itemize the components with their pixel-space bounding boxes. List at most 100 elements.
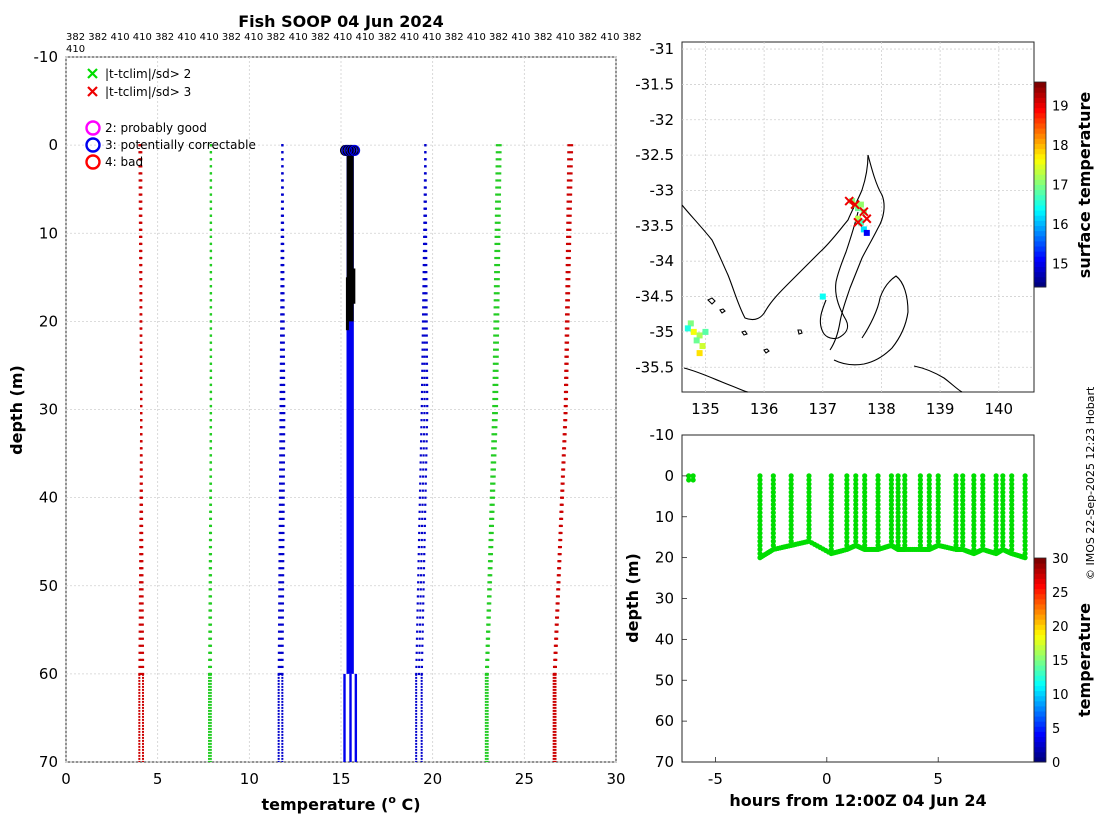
td-point xyxy=(971,485,977,491)
clim-plus-3sd-mark xyxy=(567,313,570,316)
td-point xyxy=(888,514,895,520)
clim-minus-2sd-mark xyxy=(209,383,213,387)
td-point xyxy=(806,505,812,512)
clim-minus-2sd-mark xyxy=(209,524,212,528)
clim-minus-1sd-mark xyxy=(279,433,282,436)
td-point xyxy=(875,505,881,512)
clim-plus-3sd-mark xyxy=(568,271,571,274)
clim-minus-2sd-mark xyxy=(209,489,212,492)
td-ytick: 40 xyxy=(655,630,674,648)
clim-minus-1sd-mark xyxy=(278,496,282,499)
clim-plus-3sd-mark xyxy=(567,306,570,309)
clim-plus-1sd-mark xyxy=(421,369,424,372)
clim-plus-2sd-mark xyxy=(497,285,500,288)
clim-plus-1sd-mark xyxy=(426,397,429,401)
clim-plus-2sd-mark xyxy=(492,397,495,401)
td-point xyxy=(757,497,763,503)
clim-plus-1sd-mark xyxy=(425,299,428,302)
td-point xyxy=(993,477,999,483)
td-point xyxy=(1009,477,1015,483)
clim-plus-3sd-mark xyxy=(567,165,570,168)
td-point xyxy=(828,518,834,524)
td-point xyxy=(853,477,859,483)
clim-minus-2sd-mark xyxy=(209,214,213,217)
td-point xyxy=(960,501,966,508)
map-cbar-segment xyxy=(1034,107,1046,114)
td-point xyxy=(844,530,850,536)
clim-minus-1sd-mark xyxy=(281,419,284,422)
clim-minus-3sd-mark xyxy=(140,545,143,549)
td-point xyxy=(902,497,908,503)
clim-plus-2sd-mark xyxy=(486,602,489,605)
clim-plus-3sd-mark xyxy=(564,397,567,401)
map-xtick: 139 xyxy=(926,400,955,418)
clim-plus-1sd-mark xyxy=(417,545,421,549)
clim-minus-2sd-mark xyxy=(209,482,212,485)
td-point xyxy=(844,514,850,520)
map-cbar-segment xyxy=(1034,246,1046,252)
clim-plus-2sd-mark xyxy=(486,651,489,654)
clim-minus-2sd-mark xyxy=(209,531,212,535)
clim-plus-2sd-mark xyxy=(493,292,496,295)
clim-minus-1sd-mark xyxy=(281,179,284,182)
clim-plus-2sd-mark xyxy=(494,397,497,401)
map-ytick: -35.5 xyxy=(635,358,674,376)
td-point xyxy=(980,542,986,548)
td-data xyxy=(686,473,1028,561)
clim-minus-1sd-mark xyxy=(279,341,283,344)
clim-plus-2sd-mark xyxy=(489,602,492,605)
clim-plus-2sd-mark xyxy=(492,376,495,379)
td-point xyxy=(788,493,794,499)
map-cbar-segment xyxy=(1034,266,1046,273)
clim-plus-3sd-mark xyxy=(561,482,564,485)
td-point xyxy=(862,538,868,544)
clim-plus-1sd-mark xyxy=(421,482,425,485)
clim-plus-3sd-mark xyxy=(569,228,572,231)
td-point xyxy=(960,497,966,503)
td-point xyxy=(888,485,895,491)
clim-minus-1sd-mark xyxy=(282,369,286,372)
td-point xyxy=(902,493,908,499)
clim-minus-3sd-mark xyxy=(138,658,141,661)
clim-minus-3sd-mark xyxy=(138,644,141,647)
td-point xyxy=(844,518,850,524)
clim-minus-3sd-mark xyxy=(139,193,142,196)
surface-marker xyxy=(348,144,361,157)
clim-plus-2sd-mark xyxy=(489,581,493,584)
td-ylabel: depth (m) xyxy=(623,553,642,643)
clim-plus-2sd-mark xyxy=(496,207,499,210)
td-point xyxy=(935,530,941,536)
clim-minus-1sd-mark xyxy=(280,581,283,584)
map-grid xyxy=(682,42,1034,392)
clim-plus-1sd-mark xyxy=(421,637,424,640)
profile-ytick: 70 xyxy=(39,753,58,771)
clim-plus-3sd-mark xyxy=(568,172,571,175)
clim-minus-3sd-mark xyxy=(140,616,143,619)
map-cbar-segment xyxy=(1034,117,1046,124)
td-point xyxy=(853,497,859,503)
clim-plus-3sd-mark xyxy=(570,158,573,161)
clim-minus-3sd-mark xyxy=(139,567,142,570)
td-point xyxy=(757,514,763,520)
clim-plus-2sd-mark xyxy=(498,186,502,189)
td-point xyxy=(895,534,901,540)
td-point xyxy=(806,473,812,479)
clim-minus-1sd-mark xyxy=(279,658,282,661)
clim-minus-2sd-mark xyxy=(209,517,212,520)
clim-minus-3sd-mark xyxy=(139,341,143,344)
clim-plus-2sd-mark xyxy=(493,419,496,422)
profile-ytick: -10 xyxy=(34,48,59,66)
map-cbar-segment xyxy=(1034,215,1046,221)
clim-plus-2sd-mark xyxy=(495,299,498,302)
clim-minus-2sd-mark xyxy=(209,468,212,471)
clim-plus-1sd-mark xyxy=(420,658,424,661)
clim-minus-1sd-mark xyxy=(281,651,284,654)
clim-plus-1sd-mark xyxy=(423,531,426,535)
clim-minus-2sd-mark xyxy=(209,348,213,351)
clim-minus-3sd-mark xyxy=(141,602,144,605)
td-point xyxy=(980,505,986,512)
clim-plus-2sd-mark xyxy=(496,348,499,351)
clim-plus-1sd-mark xyxy=(415,658,418,661)
clim-minus-1sd-mark xyxy=(282,567,285,570)
